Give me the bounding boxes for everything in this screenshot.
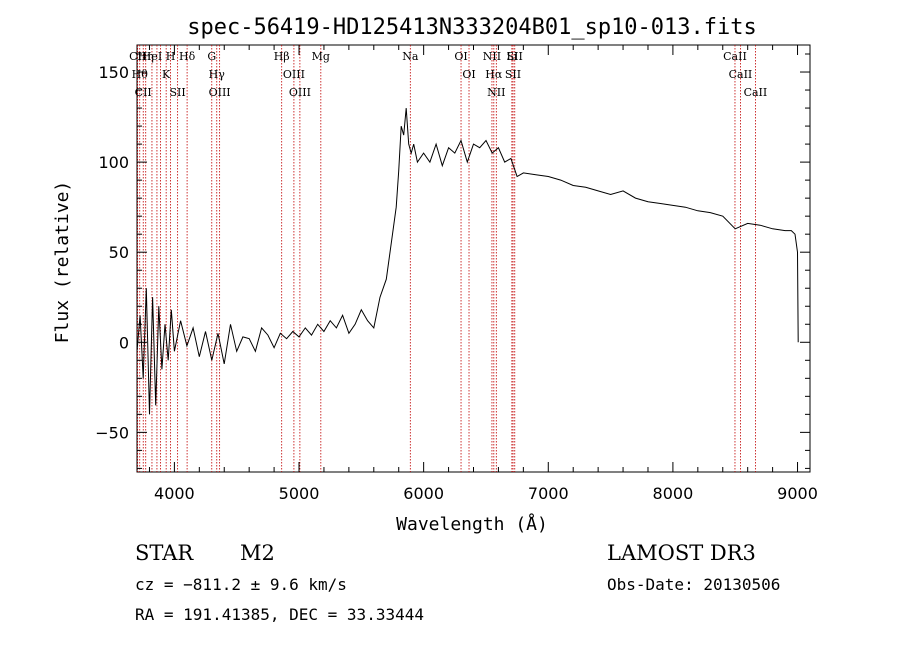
y-tick-label: 0 <box>119 333 129 352</box>
spectral-line-label: Na <box>402 50 419 63</box>
spectral-line-label: Hγ <box>209 68 226 81</box>
spectral-line-label: CaII <box>729 68 753 81</box>
spectral-line-label: SII <box>505 68 521 81</box>
spectral-line-label: CaII <box>744 86 768 99</box>
y-axis-ticks: −50 0 50 100 150 <box>95 53 810 469</box>
y-axis-label: Flux (relative) <box>52 181 73 344</box>
spectral-line-label: OIII <box>283 68 305 81</box>
spectral-line-label: HeI <box>142 50 162 63</box>
spectral-line-label: NII <box>483 50 501 63</box>
spectral-line-label: CII <box>135 86 152 99</box>
spectral-line-label: Li <box>506 50 517 63</box>
object-class: STAR <box>135 541 194 565</box>
x-axis-ticks: 4000 5000 6000 7000 8000 9000 <box>148 45 818 503</box>
spectral-line-label: Hθ <box>132 68 149 81</box>
spectral-line-label: Hα <box>485 68 503 81</box>
spectral-line-label: Hβ <box>274 50 290 63</box>
y-tick-label: 150 <box>98 63 129 82</box>
y-tick-label: 100 <box>98 153 129 172</box>
chart-title: spec-56419-HD125413N333204B01_sp10-013.f… <box>187 15 757 40</box>
spectrum-series-line <box>136 108 799 415</box>
spectral-line-label: OI <box>454 50 467 63</box>
y-tick-label: 50 <box>109 243 129 262</box>
spectral-line-label: SII <box>170 86 186 99</box>
x-tick-label: 9000 <box>777 484 818 503</box>
spectral-line-label: CaII <box>723 50 747 63</box>
x-tick-label: 5000 <box>279 484 320 503</box>
x-tick-label: 7000 <box>528 484 569 503</box>
plot-frame <box>136 44 811 473</box>
x-axis-label: Wavelength (Å) <box>396 513 548 535</box>
spectral-line-label: Mg <box>312 50 330 63</box>
spectral-line-label: G <box>207 50 216 63</box>
coordinates: RA = 191.41385, DEC = 33.33444 <box>135 605 424 624</box>
spectral-line-label: K <box>162 68 171 81</box>
spectral-line-label: CII <box>129 50 146 63</box>
spectral-line-label: OIII <box>289 86 311 99</box>
y-tick-label: −50 <box>95 423 129 442</box>
x-tick-label: 6000 <box>403 484 444 503</box>
spectral-line-markers <box>137 45 756 472</box>
spectral-line-label: SII <box>507 50 523 63</box>
x-tick-label: 8000 <box>653 484 694 503</box>
spectral-line-label: NII <box>487 86 505 99</box>
spectral-line-label: OI <box>462 68 475 81</box>
observation-date: Obs-Date: 20130506 <box>607 575 780 594</box>
x-tick-label: 4000 <box>154 484 195 503</box>
spectral-line-label: Hδ <box>179 50 196 63</box>
survey-name: LAMOST DR3 <box>607 541 756 565</box>
redshift-value: cz = −811.2 ± 9.6 km/s <box>135 575 347 594</box>
spectral-line-label: H <box>166 50 176 63</box>
spectral-line-label: OIII <box>209 86 231 99</box>
spectral-line-label: Hη <box>138 50 154 63</box>
object-subclass: M2 <box>240 541 275 565</box>
